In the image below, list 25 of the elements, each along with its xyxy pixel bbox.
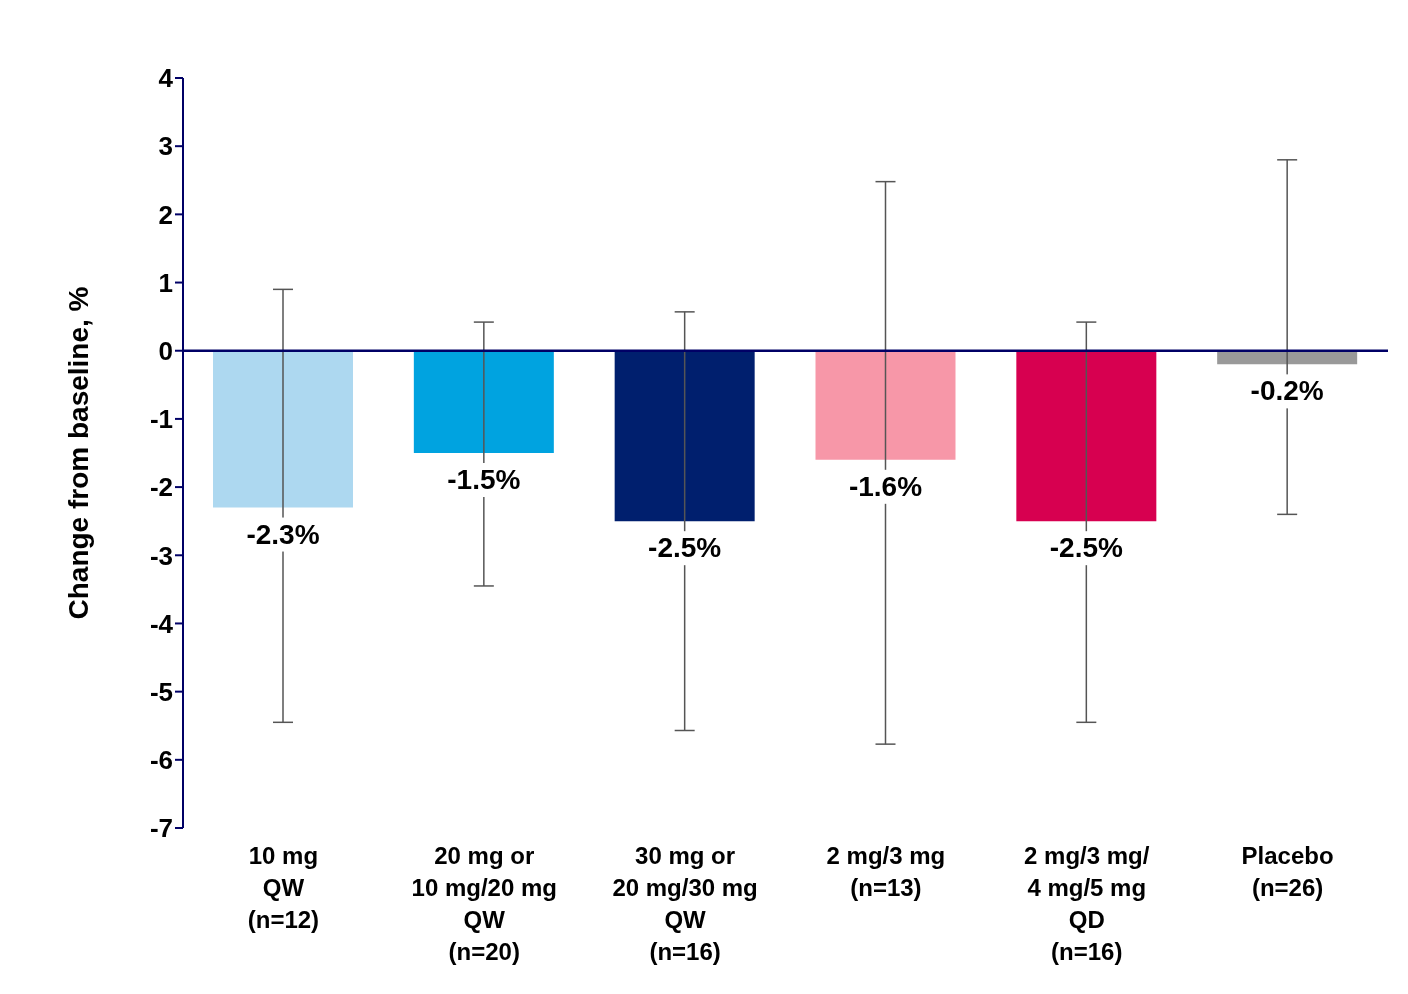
data-label: -2.5%	[1049, 532, 1123, 564]
y-tick-label: 1	[158, 267, 173, 298]
data-label: -2.5%	[648, 532, 722, 564]
y-tick-label: -4	[149, 608, 174, 639]
x-tick-label: 10 mg QW (n=12)	[247, 842, 320, 933]
x-tick-label: 20 mg or 10 mg/20 mg QW (n=20)	[411, 842, 557, 965]
x-tick-label: 2 mg/3 mg (n=13)	[826, 842, 946, 901]
y-tick-label: 3	[158, 131, 173, 162]
y-axis-title: Change from baseline, %	[62, 286, 94, 620]
y-tick-label: 4	[158, 63, 174, 94]
data-label: -2.3%	[246, 518, 320, 550]
data-label: -0.2%	[1250, 375, 1324, 407]
y-tick-label: -5	[149, 676, 173, 707]
y-tick-label: -3	[149, 540, 173, 571]
y-tick-label: 2	[158, 199, 173, 230]
y-tick-label: -1	[149, 404, 173, 435]
x-tick-label: 2 mg/3 mg/ 4 mg/5 mg QD (n=16)	[1024, 842, 1150, 965]
y-tick-label: 0	[158, 335, 173, 366]
x-tick-label: 30 mg or 20 mg/30 mg QW (n=16)	[612, 842, 758, 965]
x-tick-label: Placebo (n=26)	[1241, 842, 1334, 901]
data-label: -1.6%	[848, 470, 923, 502]
y-tick-label: -2	[149, 472, 173, 503]
y-tick-label: -7	[149, 813, 173, 844]
y-tick-label: -6	[149, 745, 173, 776]
data-label: -1.5%	[447, 464, 521, 495]
